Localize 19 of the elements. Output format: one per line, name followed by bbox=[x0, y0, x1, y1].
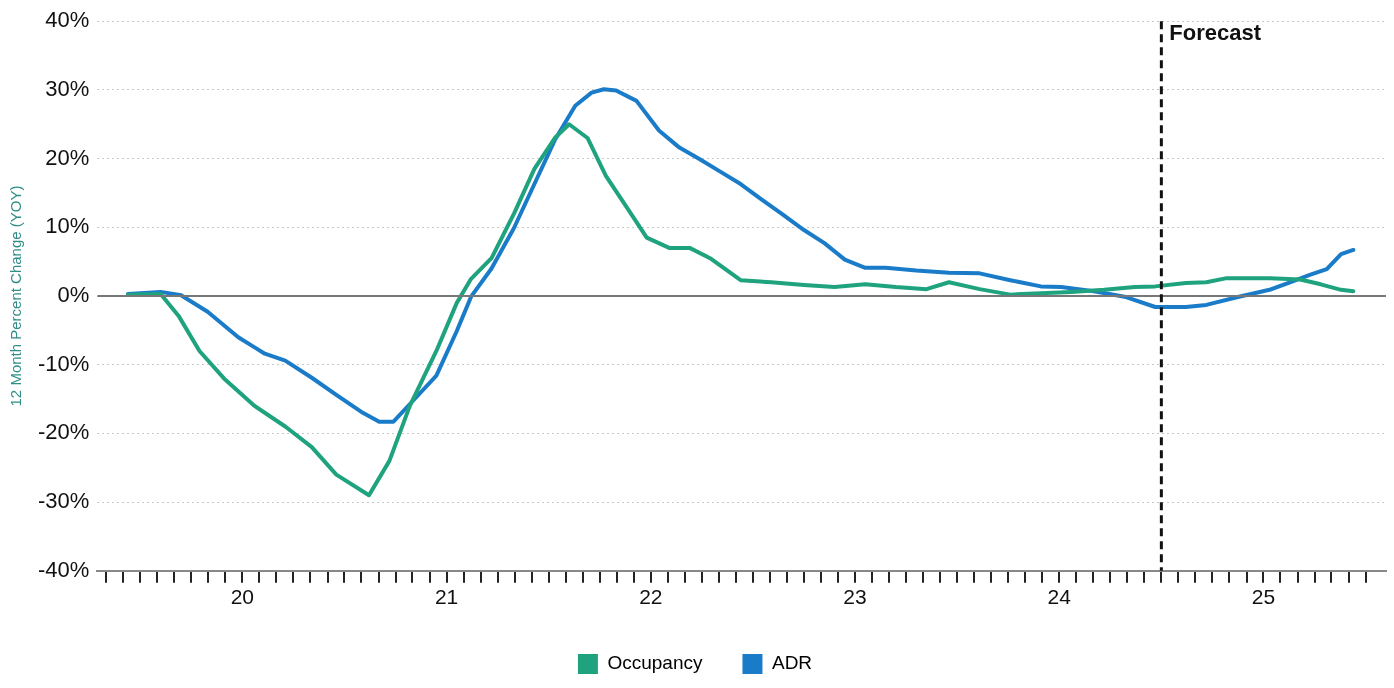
ref-line-label: Forecast bbox=[1169, 20, 1262, 46]
legend-label: Occupancy bbox=[607, 652, 703, 674]
y-tick-label: 0% bbox=[57, 282, 90, 308]
x-tick-label: 21 bbox=[434, 585, 459, 609]
y-tick-label: 20% bbox=[45, 144, 90, 170]
y-tick-label: 30% bbox=[45, 75, 90, 101]
x-tick-label: 23 bbox=[843, 585, 867, 609]
y-axis-title: 12 Month Percent Change (YOY) bbox=[7, 185, 25, 407]
y-tick-label: -10% bbox=[38, 350, 90, 376]
y-tick-label: 40% bbox=[45, 7, 90, 33]
x-tick-label: 24 bbox=[1047, 585, 1072, 609]
x-tick-label: 22 bbox=[639, 585, 663, 609]
x-tick-label: 20 bbox=[230, 585, 255, 609]
x-tick-label: 25 bbox=[1251, 585, 1276, 609]
y-tick-label: 10% bbox=[45, 213, 90, 239]
y-tick-label: -30% bbox=[38, 488, 90, 514]
legend-label: ADR bbox=[771, 652, 813, 674]
y-tick-label: -20% bbox=[38, 419, 90, 445]
y-tick-label: -40% bbox=[38, 556, 90, 582]
